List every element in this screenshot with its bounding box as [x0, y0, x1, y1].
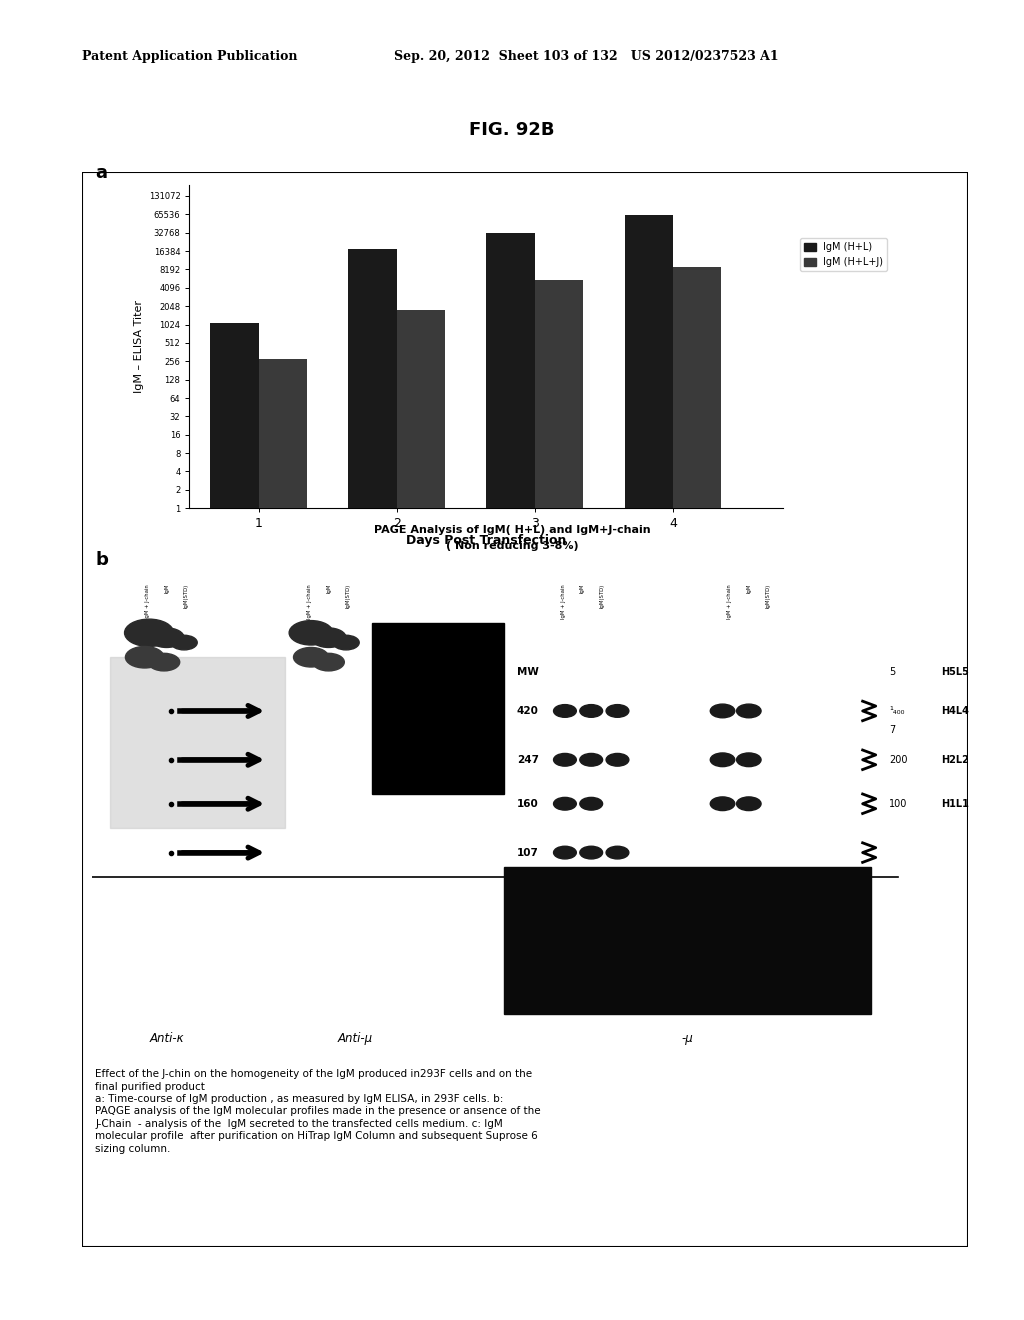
Text: 247: 247 [517, 755, 539, 764]
Bar [504, 867, 871, 1014]
Bar [396, 310, 445, 1320]
Circle shape [333, 635, 359, 649]
Circle shape [125, 619, 174, 647]
Text: H2L2: H2L2 [941, 755, 970, 764]
Text: PAGE Analysis of IgM( H+L) and IgM+J-chain: PAGE Analysis of IgM( H+L) and IgM+J-cha… [374, 525, 650, 536]
Circle shape [171, 635, 198, 649]
Bar [258, 359, 307, 1320]
Text: 7: 7 [889, 726, 895, 735]
Bar [373, 623, 504, 795]
Y-axis label: IgM – ELISA Titer: IgM – ELISA Titer [134, 300, 144, 393]
Text: H5L5: H5L5 [941, 667, 970, 677]
Text: IgM + J-chain: IgM + J-chain [561, 583, 565, 619]
Text: ¹₄₀₀: ¹₄₀₀ [889, 706, 904, 715]
Circle shape [554, 846, 577, 859]
Circle shape [580, 705, 602, 717]
Text: FIG. 92B: FIG. 92B [469, 121, 555, 140]
Circle shape [150, 628, 184, 648]
Circle shape [125, 647, 164, 668]
Text: 107: 107 [517, 847, 539, 858]
Circle shape [711, 797, 735, 810]
Bar [535, 280, 583, 1320]
Circle shape [312, 653, 344, 671]
Text: 200: 200 [889, 755, 907, 764]
Text: IgM(STD): IgM(STD) [345, 583, 350, 609]
Text: IgM: IgM [326, 583, 331, 594]
X-axis label: Days Post Transfection: Days Post Transfection [407, 535, 566, 548]
Circle shape [736, 752, 761, 767]
Text: 160: 160 [517, 799, 539, 809]
Circle shape [289, 620, 333, 645]
Bar [210, 322, 258, 1320]
Circle shape [580, 797, 602, 810]
Circle shape [736, 797, 761, 810]
Text: b: b [95, 550, 109, 569]
Text: Patent Application Publication: Patent Application Publication [82, 50, 297, 63]
Bar [673, 267, 721, 1320]
Text: 100: 100 [889, 799, 907, 809]
Text: IgM(STD): IgM(STD) [599, 583, 604, 609]
Text: a: a [95, 164, 108, 182]
Text: Effect of the J-chin on the homogeneity of the IgM produced in293F cells and on : Effect of the J-chin on the homogeneity … [95, 1069, 541, 1154]
Circle shape [606, 846, 629, 859]
Text: IgM(STD): IgM(STD) [183, 583, 188, 609]
Text: IgM: IgM [580, 583, 585, 594]
Circle shape [554, 754, 577, 766]
Text: H4L4: H4L4 [941, 706, 970, 715]
Circle shape [554, 705, 577, 717]
Text: 5: 5 [889, 667, 895, 677]
Text: 420: 420 [517, 706, 539, 715]
Circle shape [294, 648, 329, 667]
Text: IgM: IgM [164, 583, 169, 594]
Text: ( Non reducing 3-8%): ( Non reducing 3-8%) [445, 541, 579, 552]
Circle shape [711, 704, 735, 718]
Text: IgM(STD): IgM(STD) [766, 583, 771, 609]
Text: Anti-κ: Anti-κ [150, 1032, 184, 1044]
Circle shape [736, 704, 761, 718]
Bar [348, 248, 396, 1320]
Circle shape [711, 752, 735, 767]
Circle shape [606, 754, 629, 766]
Text: IgM + J-chain: IgM + J-chain [727, 583, 732, 619]
Circle shape [580, 846, 602, 859]
Legend: IgM (H+L), IgM (H+L+J): IgM (H+L), IgM (H+L+J) [800, 238, 888, 271]
Circle shape [148, 653, 180, 671]
Text: Anti-μ: Anti-μ [337, 1032, 373, 1044]
Circle shape [580, 754, 602, 766]
Text: -μ: -μ [682, 1032, 693, 1044]
Text: IgM + J-chain: IgM + J-chain [144, 583, 150, 619]
Bar [486, 234, 535, 1320]
Text: IgM: IgM [746, 583, 752, 594]
Text: IgM + J-chain: IgM + J-chain [307, 583, 311, 619]
Bar [625, 215, 673, 1320]
Circle shape [606, 705, 629, 717]
Text: Sep. 20, 2012  Sheet 103 of 132   US 2012/0237523 A1: Sep. 20, 2012 Sheet 103 of 132 US 2012/0… [394, 50, 779, 63]
Text: H1L1: H1L1 [941, 799, 970, 809]
Circle shape [554, 797, 577, 810]
Bar [110, 657, 285, 828]
Text: MW: MW [517, 667, 539, 677]
Circle shape [311, 628, 346, 648]
